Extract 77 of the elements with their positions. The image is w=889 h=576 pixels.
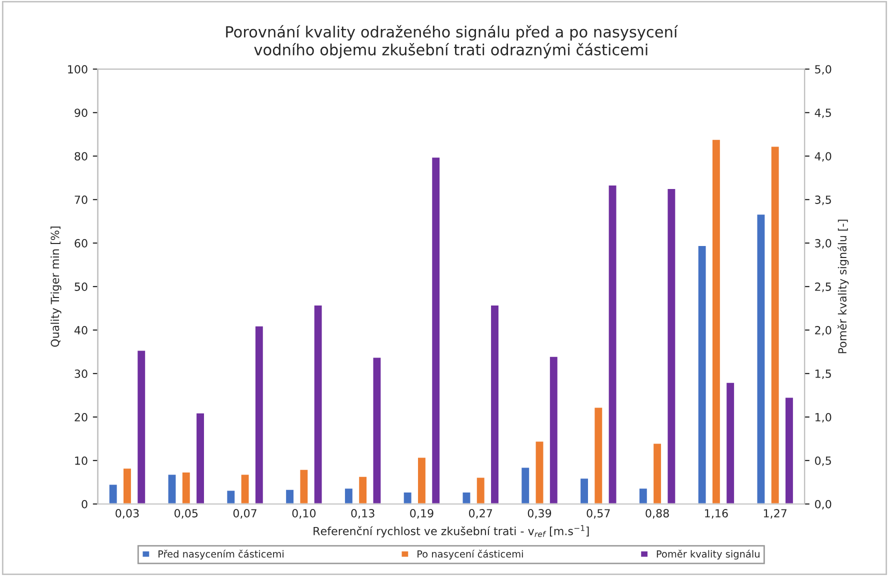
bar (226, 489, 236, 504)
y-tick-label: 50 (74, 282, 88, 291)
bar (195, 412, 206, 504)
legend-label: Před nasycením částicemi (158, 550, 284, 560)
bar (402, 491, 413, 504)
y2-tick-label: 3,0 (815, 239, 832, 249)
bar (666, 188, 677, 504)
bar (240, 473, 250, 504)
bar (430, 156, 441, 504)
bar (254, 325, 264, 504)
bar (416, 456, 427, 504)
y2-tick-label: 0,0 (815, 500, 832, 510)
y-tick-label: 20 (74, 413, 88, 422)
y2-tick-label: 2,0 (815, 326, 832, 336)
bar (711, 138, 722, 504)
y-tick-label: 0 (82, 500, 88, 508)
x-tick-label: 0,27 (468, 509, 492, 519)
x-tick-label: 0,19 (410, 509, 434, 519)
y-tick-label: 40 (74, 326, 88, 334)
bar (181, 471, 192, 504)
y2-tick-label: 4,0 (814, 152, 832, 162)
y-tick-label: 10 (75, 456, 88, 465)
x-tick-label: 0,07 (233, 509, 256, 519)
bar (696, 244, 708, 504)
y-tick-label: 60 (74, 239, 88, 248)
bar (607, 184, 618, 504)
y-tick-label: 70 (74, 196, 88, 204)
y2-tick-label: 5,0 (815, 65, 832, 75)
bar (638, 487, 648, 504)
legend-label: Po nasycení částicemi (418, 550, 523, 560)
bar (108, 483, 118, 504)
x-tick-label: 0,88 (646, 509, 669, 519)
bar (520, 466, 530, 504)
bar (652, 442, 662, 504)
bar (534, 440, 545, 504)
x-tick-label: 0,13 (351, 509, 374, 519)
bar (122, 467, 132, 504)
y-axis-title: Quality Triger min [%] (50, 226, 62, 347)
bar (548, 355, 559, 504)
bar (344, 487, 354, 504)
y-tick-label: 30 (74, 370, 88, 378)
bar (312, 304, 324, 504)
y2-tick-label: 1,5 (815, 370, 831, 380)
bar (725, 382, 736, 504)
bar (358, 475, 368, 504)
y-tick-label: 80 (74, 152, 88, 160)
x-tick-label: 0,39 (528, 509, 552, 519)
x-tick-label: 1,16 (705, 509, 728, 519)
bar (476, 476, 486, 504)
legend-label: Poměr kvality signálu (656, 550, 760, 560)
y-tick-label: 90 (74, 108, 88, 117)
x-tick-label: 0,10 (292, 509, 316, 519)
x-tick-label: 1,27 (764, 509, 787, 519)
x-tick-label: 0,57 (586, 509, 610, 519)
bar (579, 477, 590, 504)
x-tick-label: 0,05 (174, 509, 198, 519)
y2-tick-label: 2,5 (815, 282, 831, 292)
bar (593, 406, 604, 504)
y2-axis-title: Poměr kvality signálu [-] (837, 220, 849, 354)
bar (756, 213, 766, 504)
bar (298, 468, 310, 504)
chart-title: Porovnání kvality odraženého signálu před a po nasysycení vodního objemu zkušební trati odraznými částicemi (226, 25, 678, 58)
bar (284, 488, 295, 504)
bar (166, 473, 178, 504)
y2-tick-label: 4,5 (814, 108, 831, 118)
x-tick-label: 0,03 (116, 509, 139, 519)
y2-tick-label: 3,5 (815, 196, 831, 206)
bar (784, 396, 794, 504)
bar (490, 304, 500, 504)
x-axis-title: Referenční rychlost ve zkušební trati - v$_{ref}$ [m.s$^{−1}$] (314, 525, 589, 538)
y2-tick-label: 1,0 (815, 413, 832, 423)
y-tick-label: 100 (68, 65, 88, 74)
bar (372, 356, 382, 504)
y2-tick-label: 0,5 (815, 456, 831, 466)
bar (461, 491, 472, 504)
bar (770, 145, 780, 504)
bar (136, 349, 146, 504)
